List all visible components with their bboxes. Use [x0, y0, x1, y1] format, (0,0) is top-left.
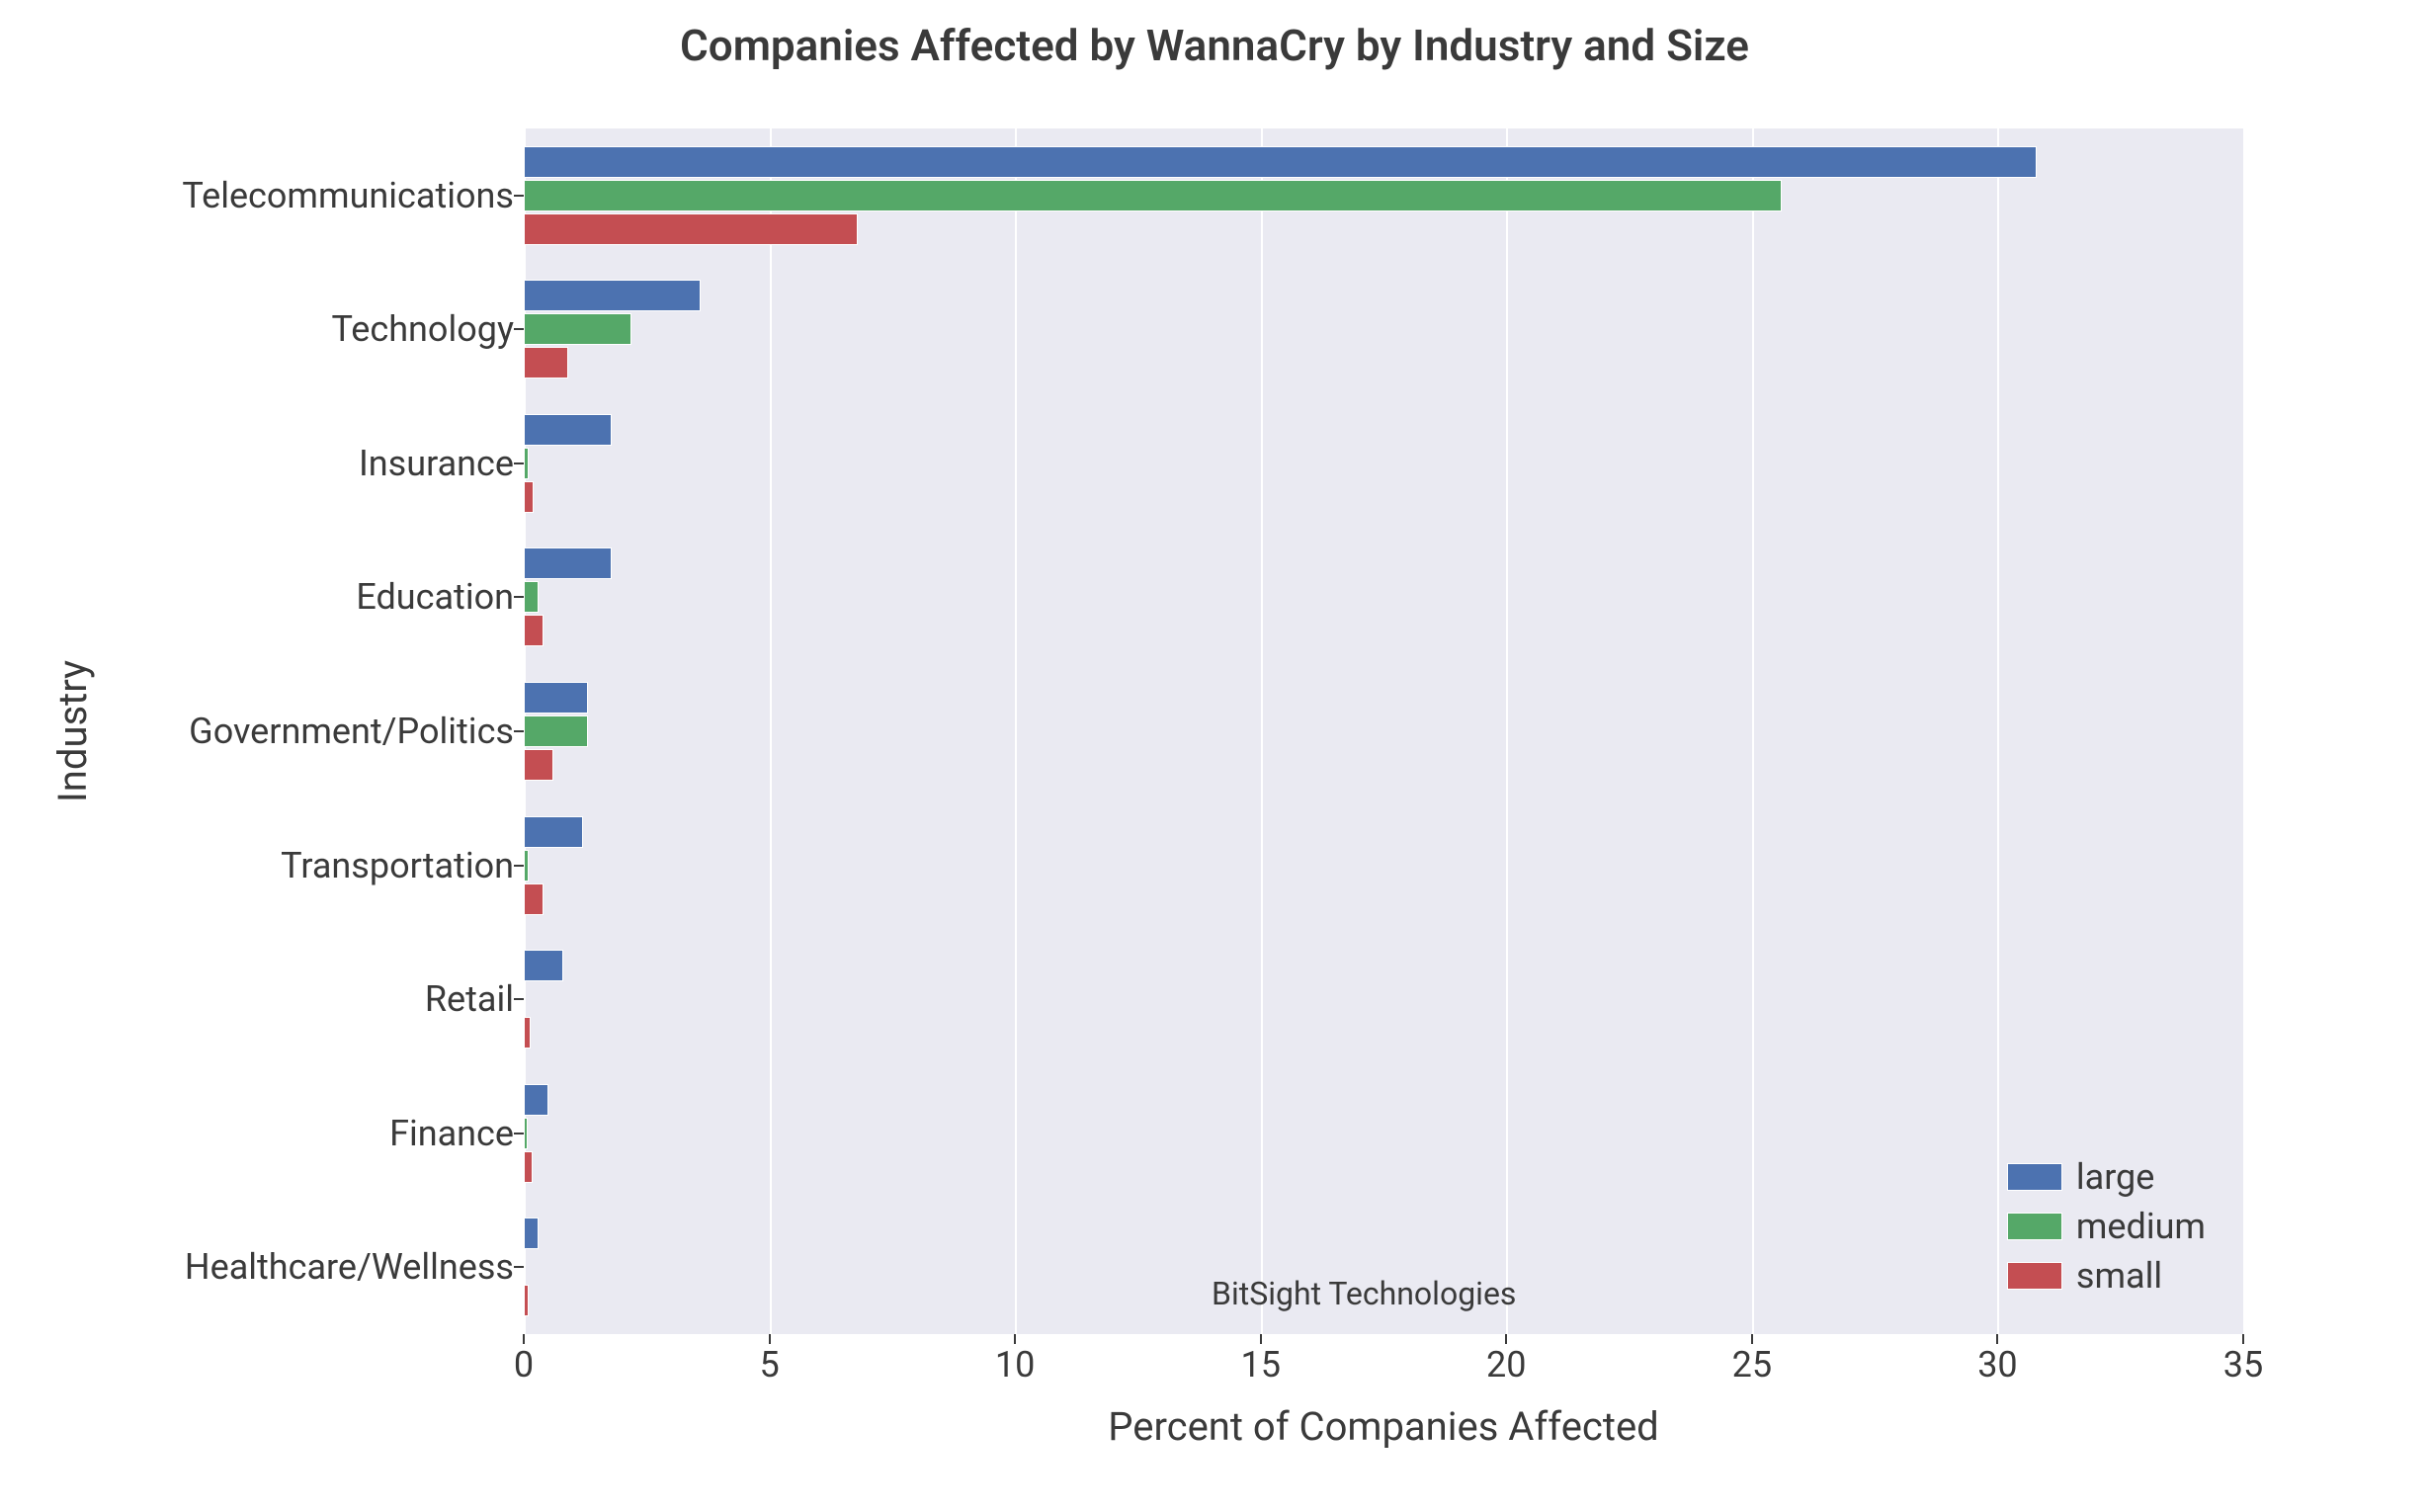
- x-tick-label: 15: [1240, 1344, 1280, 1386]
- x-tick-label: 20: [1486, 1344, 1526, 1386]
- y-tick-mark: [514, 195, 524, 197]
- legend-label: medium: [2076, 1206, 2206, 1247]
- x-tick-mark: [1014, 1334, 1016, 1344]
- bar-small: [524, 749, 553, 781]
- bar-small: [524, 213, 858, 245]
- y-tick-mark: [514, 998, 524, 1000]
- bar-medium: [524, 850, 529, 882]
- bar-medium: [524, 983, 526, 1015]
- x-gridline: [1752, 128, 1754, 1334]
- bar-large: [524, 1218, 539, 1249]
- x-tick-mark: [1505, 1334, 1507, 1344]
- y-category-label: Transportation: [281, 845, 514, 886]
- chart-title: Companies Affected by WannaCry by Indust…: [0, 20, 2429, 71]
- x-tick-label: 35: [2223, 1344, 2263, 1386]
- y-category-label: Government/Politics: [189, 711, 514, 752]
- bar-small: [524, 1285, 529, 1316]
- legend-swatch: [2007, 1213, 2062, 1240]
- bar-medium: [524, 581, 539, 613]
- bar-medium: [524, 1118, 528, 1149]
- y-axis-label: Industry: [49, 660, 96, 802]
- bar-small: [524, 1151, 533, 1183]
- bar-small: [524, 883, 544, 915]
- legend-swatch: [2007, 1163, 2062, 1191]
- legend-label: large: [2076, 1156, 2155, 1198]
- x-gridline: [1506, 128, 1508, 1334]
- x-tick-mark: [1260, 1334, 1262, 1344]
- legend-item-medium: medium: [2007, 1202, 2206, 1251]
- bar-small: [524, 347, 568, 378]
- bar-large: [524, 816, 583, 848]
- bar-large: [524, 414, 612, 446]
- x-tick-mark: [1751, 1334, 1753, 1344]
- y-tick-mark: [514, 865, 524, 867]
- x-tick-label: 25: [1732, 1344, 1772, 1386]
- x-gridline: [2243, 128, 2245, 1334]
- x-tick-label: 5: [759, 1344, 779, 1386]
- y-category-label: Retail: [425, 978, 514, 1020]
- legend: large medium small: [1989, 1138, 2223, 1314]
- bar-large: [524, 146, 2037, 178]
- bar-medium: [524, 180, 1782, 211]
- y-category-label: Telecommunications: [182, 175, 514, 216]
- x-axis-label: Percent of Companies Affected: [524, 1403, 2243, 1450]
- bar-large: [524, 1084, 548, 1116]
- x-gridline: [1015, 128, 1017, 1334]
- bar-large: [524, 950, 563, 981]
- y-tick-mark: [514, 328, 524, 330]
- y-tick-mark: [514, 1266, 524, 1268]
- plot-area: large medium small: [524, 128, 2243, 1334]
- x-tick-label: 10: [995, 1344, 1035, 1386]
- bar-medium: [524, 448, 529, 479]
- bar-small: [524, 481, 534, 513]
- y-category-label: Finance: [389, 1113, 514, 1154]
- bar-large: [524, 280, 701, 311]
- legend-swatch: [2007, 1262, 2062, 1290]
- legend-label: small: [2076, 1255, 2162, 1297]
- y-tick-mark: [514, 730, 524, 732]
- y-category-label: Healthcare/Wellness: [185, 1246, 514, 1288]
- x-tick-label: 0: [514, 1344, 534, 1386]
- bar-medium: [524, 715, 588, 747]
- bar-large: [524, 682, 588, 714]
- bar-small: [524, 1017, 531, 1049]
- x-tick-label: 30: [1977, 1344, 2017, 1386]
- x-gridline: [770, 128, 772, 1334]
- y-tick-mark: [514, 1133, 524, 1134]
- bar-medium: [524, 1251, 526, 1283]
- legend-item-small: small: [2007, 1251, 2206, 1301]
- x-tick-mark: [1996, 1334, 1998, 1344]
- x-tick-mark: [523, 1334, 525, 1344]
- x-gridline: [1261, 128, 1263, 1334]
- legend-item-large: large: [2007, 1152, 2206, 1202]
- bar-medium: [524, 313, 631, 345]
- x-tick-mark: [2242, 1334, 2244, 1344]
- y-tick-mark: [514, 462, 524, 464]
- y-category-label: Education: [356, 576, 514, 618]
- y-tick-mark: [514, 596, 524, 598]
- x-gridline: [1997, 128, 1999, 1334]
- attribution-text: BitSight Technologies: [1212, 1275, 1516, 1312]
- x-tick-mark: [769, 1334, 771, 1344]
- bar-small: [524, 615, 544, 646]
- bar-large: [524, 547, 612, 579]
- chart-container: Companies Affected by WannaCry by Indust…: [0, 0, 2429, 1512]
- y-category-label: Insurance: [359, 443, 514, 484]
- y-category-label: Technology: [332, 308, 514, 350]
